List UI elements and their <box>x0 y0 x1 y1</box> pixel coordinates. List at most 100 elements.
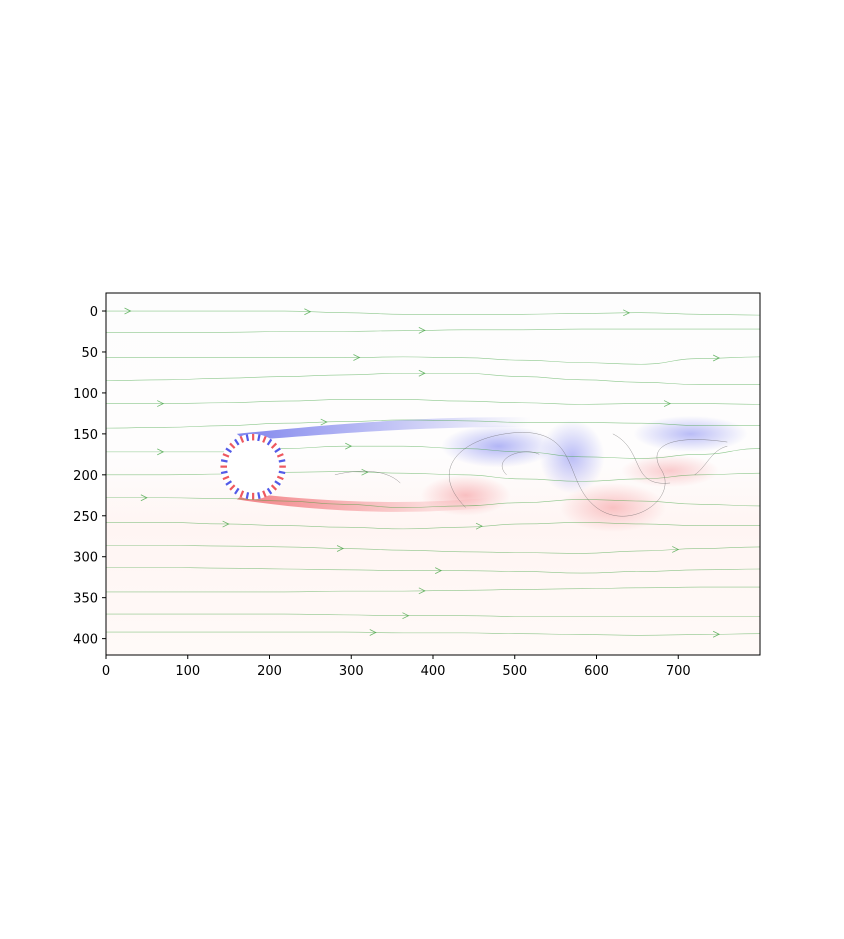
vorticity-field <box>236 415 748 533</box>
y-tick-label-200: 200 <box>73 469 98 484</box>
x-tick-label-300: 300 <box>339 664 364 679</box>
cylinder-stripe-9 <box>245 492 250 499</box>
cylinder-stripe-27 <box>266 438 273 446</box>
streamline-arrow-3-0 <box>418 369 426 377</box>
wake-streamline-4 <box>694 445 728 476</box>
cylinder-stripe-5 <box>266 487 273 495</box>
vortex-positive-4 <box>559 483 666 533</box>
y-tick-label-250: 250 <box>73 510 98 525</box>
cylinder-stripe-31 <box>278 459 286 463</box>
y-tick-label-50: 50 <box>81 346 98 361</box>
x-tick-label-600: 600 <box>584 664 609 679</box>
cylinder-stripe-12 <box>229 484 236 491</box>
cylinder-stripe-13 <box>225 480 233 486</box>
y-tick-label-300: 300 <box>73 551 98 566</box>
streamline-arrow-2-0 <box>353 354 361 361</box>
streamline-arrow-0-2 <box>623 309 631 317</box>
streamline-arrow-8-0 <box>140 494 148 502</box>
streamline-arrow-12-0 <box>418 587 426 595</box>
streamline-arrow-6-0 <box>157 448 165 456</box>
y-tick-label-0: 0 <box>90 305 98 320</box>
cylinder-stripe-19 <box>225 447 233 453</box>
streamline-10 <box>106 544 760 554</box>
streamline-3 <box>106 372 760 386</box>
streamline-arrow-10-0 <box>336 545 344 552</box>
x-tick-label-500: 500 <box>502 664 527 679</box>
cylinder-stripe-22 <box>239 435 245 443</box>
wake-streamline-0 <box>334 470 401 484</box>
vortex-positive-5 <box>621 454 720 488</box>
streamline-arrow-0-1 <box>304 308 312 316</box>
streamline-arrow-0-0 <box>124 307 132 315</box>
streamline-arrow-4-0 <box>157 400 165 407</box>
streamline-arrow-9-0 <box>222 520 230 528</box>
x-tick-label-100: 100 <box>175 664 200 679</box>
cylinder-stripe-7 <box>257 492 261 499</box>
streamlines <box>106 307 760 638</box>
wake-streamline-2 <box>501 451 540 475</box>
streamline-arrow-9-1 <box>475 522 483 530</box>
streamline-2 <box>106 356 760 365</box>
streamline-arrow-5-0 <box>320 418 328 426</box>
streamline-9 <box>106 522 760 530</box>
shear-layer-top <box>236 417 532 441</box>
cylinder-stripe-26 <box>262 435 267 443</box>
cylinder-stripe-25 <box>257 434 261 442</box>
y-tick-label-100: 100 <box>73 387 98 402</box>
x-axis: 0 100 200 300 400 500 600 700 <box>102 655 691 679</box>
y-axis: 0 50 100 150 200 250 300 350 400 <box>73 305 106 648</box>
x-tick-label-700: 700 <box>666 664 691 679</box>
x-tick-label-200: 200 <box>257 664 282 679</box>
streamline-1 <box>106 328 760 333</box>
streamline-8 <box>106 497 760 508</box>
streamline-12 <box>106 586 760 593</box>
streamline-0 <box>106 310 760 316</box>
cylinder-stripe-29 <box>274 447 281 453</box>
cylinder-stripe-20 <box>229 442 236 449</box>
wake-streamline-3 <box>612 433 671 484</box>
streamline-6 <box>106 445 760 459</box>
cylinder-stripe-30 <box>276 453 284 458</box>
cylinder-stripe-6 <box>262 490 267 498</box>
streamline-arrow-4-1 <box>663 400 671 407</box>
y-tick-label-400: 400 <box>73 633 98 648</box>
x-tick-label-0: 0 <box>102 664 110 679</box>
cylinder-stripe-28 <box>270 442 278 449</box>
cylinder-stripe-10 <box>239 490 245 498</box>
streamline-arrow-1-0 <box>418 327 426 334</box>
x-tick-label-400: 400 <box>421 664 446 679</box>
streamline-4 <box>106 399 760 405</box>
cylinder-stripe-23 <box>245 434 250 442</box>
streamline-arrow-10-1 <box>672 546 680 553</box>
plot-area <box>105 292 761 656</box>
cylinder-stripe-15 <box>220 470 228 475</box>
cylinder-stripe-1 <box>278 470 286 475</box>
streamline-arrow-13-0 <box>402 612 410 620</box>
cylinder-stripe-4 <box>270 484 278 491</box>
cylinder-stripe-14 <box>222 475 230 481</box>
y-tick-label-350: 350 <box>73 592 98 607</box>
cylinder-obstacle <box>220 433 286 500</box>
streamline-arrow-11-0 <box>434 567 443 575</box>
streamline-13 <box>106 613 760 617</box>
vortex-negative-0 <box>441 424 556 468</box>
streamline-14 <box>106 631 760 636</box>
cylinder-stripe-18 <box>222 453 230 458</box>
cylinder-stripe-11 <box>234 487 240 495</box>
cylinder-body <box>220 433 286 500</box>
streamline-arrow-6-1 <box>345 442 353 450</box>
streamline-11 <box>106 567 760 574</box>
cylinder-stripe-21 <box>234 438 240 446</box>
vortex-negative-2 <box>633 415 748 452</box>
vortex-positive-3 <box>420 474 511 516</box>
y-tick-label-150: 150 <box>73 428 98 443</box>
cylinder-stripe-3 <box>274 480 281 486</box>
streamline-arrow-7-0 <box>361 468 369 476</box>
streamline-arrow-2-1 <box>712 354 721 362</box>
streamline-5 <box>106 419 760 429</box>
streamline-arrow-14-0 <box>369 629 377 636</box>
streamline-arrow-14-1 <box>712 630 721 638</box>
cylinder-stripe-17 <box>220 459 228 463</box>
cylinder-stripe-2 <box>276 475 284 481</box>
